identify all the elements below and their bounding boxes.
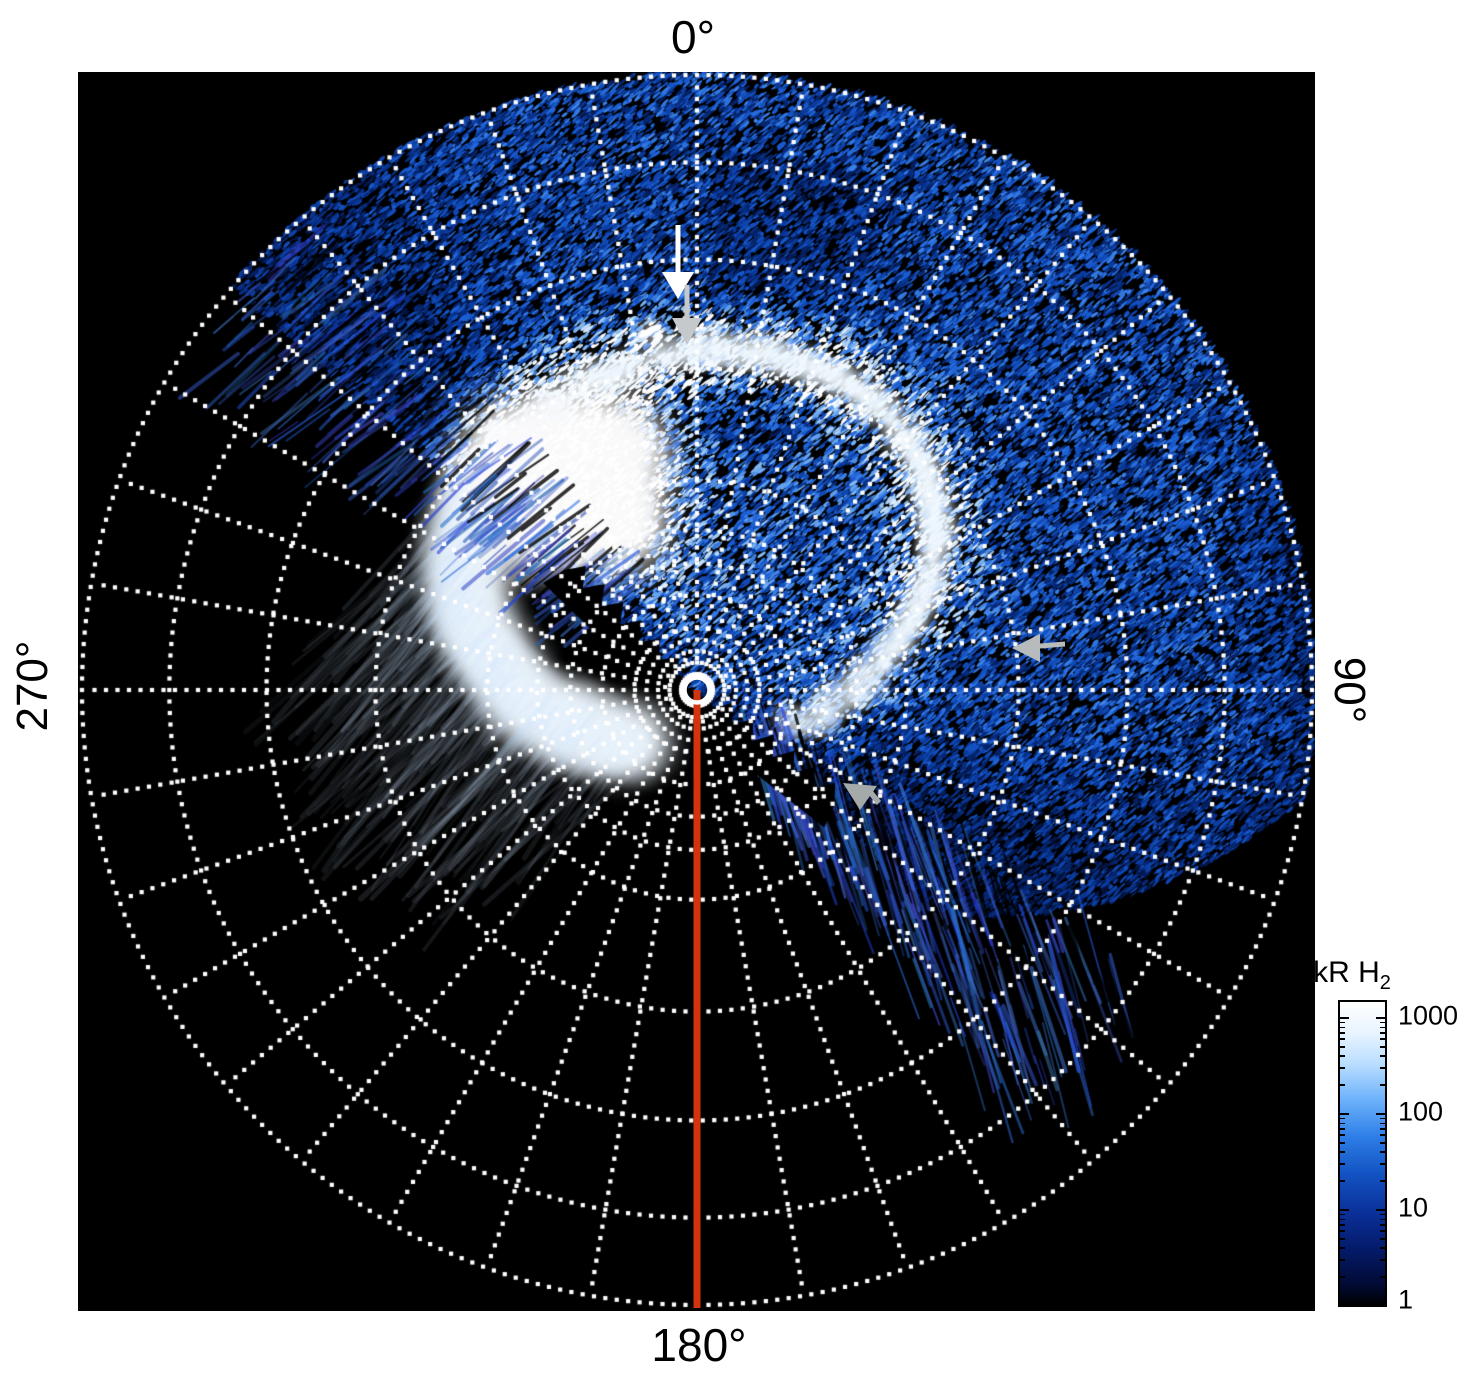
colorbar-tickmark xyxy=(1340,1134,1345,1137)
colorbar-tickmark xyxy=(1340,1016,1349,1020)
colorbar-tickmark xyxy=(1380,1151,1385,1153)
colorbar-tickmark xyxy=(1340,1117,1345,1120)
gray-down-arrow-icon xyxy=(672,285,702,345)
colorbar-tickmark xyxy=(1380,1128,1385,1130)
colorbar-tickmark xyxy=(1376,1208,1385,1212)
colorbar-tickmark xyxy=(1340,1163,1345,1165)
colorbar-tickmark xyxy=(1340,1224,1345,1226)
colorbar-tickmark xyxy=(1340,1180,1345,1182)
colorbar-tickmark xyxy=(1380,1067,1385,1069)
angle-label-90: 90° xyxy=(1325,656,1374,724)
plot-area xyxy=(78,72,1315,1311)
colorbar-tickmark xyxy=(1340,1142,1345,1144)
colorbar-tickmark xyxy=(1340,1259,1345,1261)
colorbar-tick-100: 100 xyxy=(1398,1096,1444,1127)
colorbar-tickmark xyxy=(1340,1151,1345,1153)
colorbar-tick-1: 1 xyxy=(1398,1284,1414,1315)
gray-downleft-arrow-icon xyxy=(843,783,881,810)
colorbar-tickmark xyxy=(1340,1038,1345,1041)
colorbar-tickmark xyxy=(1380,1238,1385,1240)
colorbar-tickmark xyxy=(1340,1238,1345,1240)
colorbar-tickmark xyxy=(1380,1247,1385,1249)
angle-label-180: 180° xyxy=(651,1319,747,1371)
colorbar-tickmark xyxy=(1380,1021,1385,1024)
angle-label-0: 0° xyxy=(671,11,715,63)
colorbar-tickmark xyxy=(1340,1213,1345,1216)
colorbar-tickmark xyxy=(1340,1218,1345,1221)
colorbar-tickmark xyxy=(1380,1142,1385,1144)
colorbar-tickmark xyxy=(1340,1304,1349,1308)
colorbar-gradient xyxy=(1338,1000,1387,1308)
colorbar-tickmark xyxy=(1340,1230,1345,1233)
colorbar-tickmark xyxy=(1380,1276,1385,1278)
colorbar-tickmark xyxy=(1340,1021,1345,1024)
colorbar-tickmark xyxy=(1380,1122,1385,1125)
colorbar-tickmark xyxy=(1380,1046,1385,1048)
colorbar-title-text: kR H xyxy=(1313,956,1380,989)
colorbar-tickmark xyxy=(1380,1117,1385,1120)
colorbar-tickmark xyxy=(1380,1026,1385,1029)
colorbar-tick-10: 10 xyxy=(1398,1192,1429,1223)
colorbar-tickmark xyxy=(1340,1032,1345,1034)
colorbar-title: kR H2 xyxy=(1313,956,1391,995)
colorbar-tick-1000: 1000 xyxy=(1398,1000,1459,1031)
colorbar-tickmark xyxy=(1340,1247,1345,1249)
gray-left-arrow-icon xyxy=(1012,634,1065,662)
colorbar-tickmark xyxy=(1380,1218,1385,1221)
colorbar-tickmark xyxy=(1376,1112,1385,1116)
colorbar-tickmark xyxy=(1380,1259,1385,1261)
colorbar-tickmark xyxy=(1380,1230,1385,1233)
colorbar-tickmark xyxy=(1340,1112,1349,1116)
colorbar-tickmark xyxy=(1340,1055,1345,1057)
colorbar-tickmark xyxy=(1340,1046,1345,1048)
angle-label-270: 270° xyxy=(8,640,57,732)
colorbar-tickmark xyxy=(1380,1038,1385,1041)
colorbar-tickmark xyxy=(1380,1084,1385,1086)
colorbar-tickmark xyxy=(1380,1163,1385,1165)
colorbar-tickmark xyxy=(1340,1067,1345,1069)
colorbar-tickmark xyxy=(1376,1016,1385,1020)
colorbar-tickmark xyxy=(1340,1208,1349,1212)
colorbar-tickmark xyxy=(1380,1224,1385,1226)
colorbar-tickmark xyxy=(1380,1032,1385,1034)
colorbar-tickmark xyxy=(1380,1055,1385,1057)
colorbar-tickmark xyxy=(1340,1276,1345,1278)
colorbar-tickmark xyxy=(1340,1026,1345,1029)
pole-marker-ring xyxy=(682,675,712,705)
annotation-overlay xyxy=(662,225,1065,1308)
colorbar-tickmark xyxy=(1380,1134,1385,1137)
colorbar-tickmark xyxy=(1380,1213,1385,1216)
colorbar-tickmark xyxy=(1340,1122,1345,1125)
colorbar-title-subscript: 2 xyxy=(1379,972,1391,994)
colorbar-tickmark xyxy=(1340,1128,1345,1130)
colorbar-tickmark xyxy=(1376,1304,1385,1308)
colorbar-tickmark xyxy=(1340,1084,1345,1086)
white-down-arrow-icon xyxy=(662,225,694,299)
colorbar-tickmark xyxy=(1380,1180,1385,1182)
